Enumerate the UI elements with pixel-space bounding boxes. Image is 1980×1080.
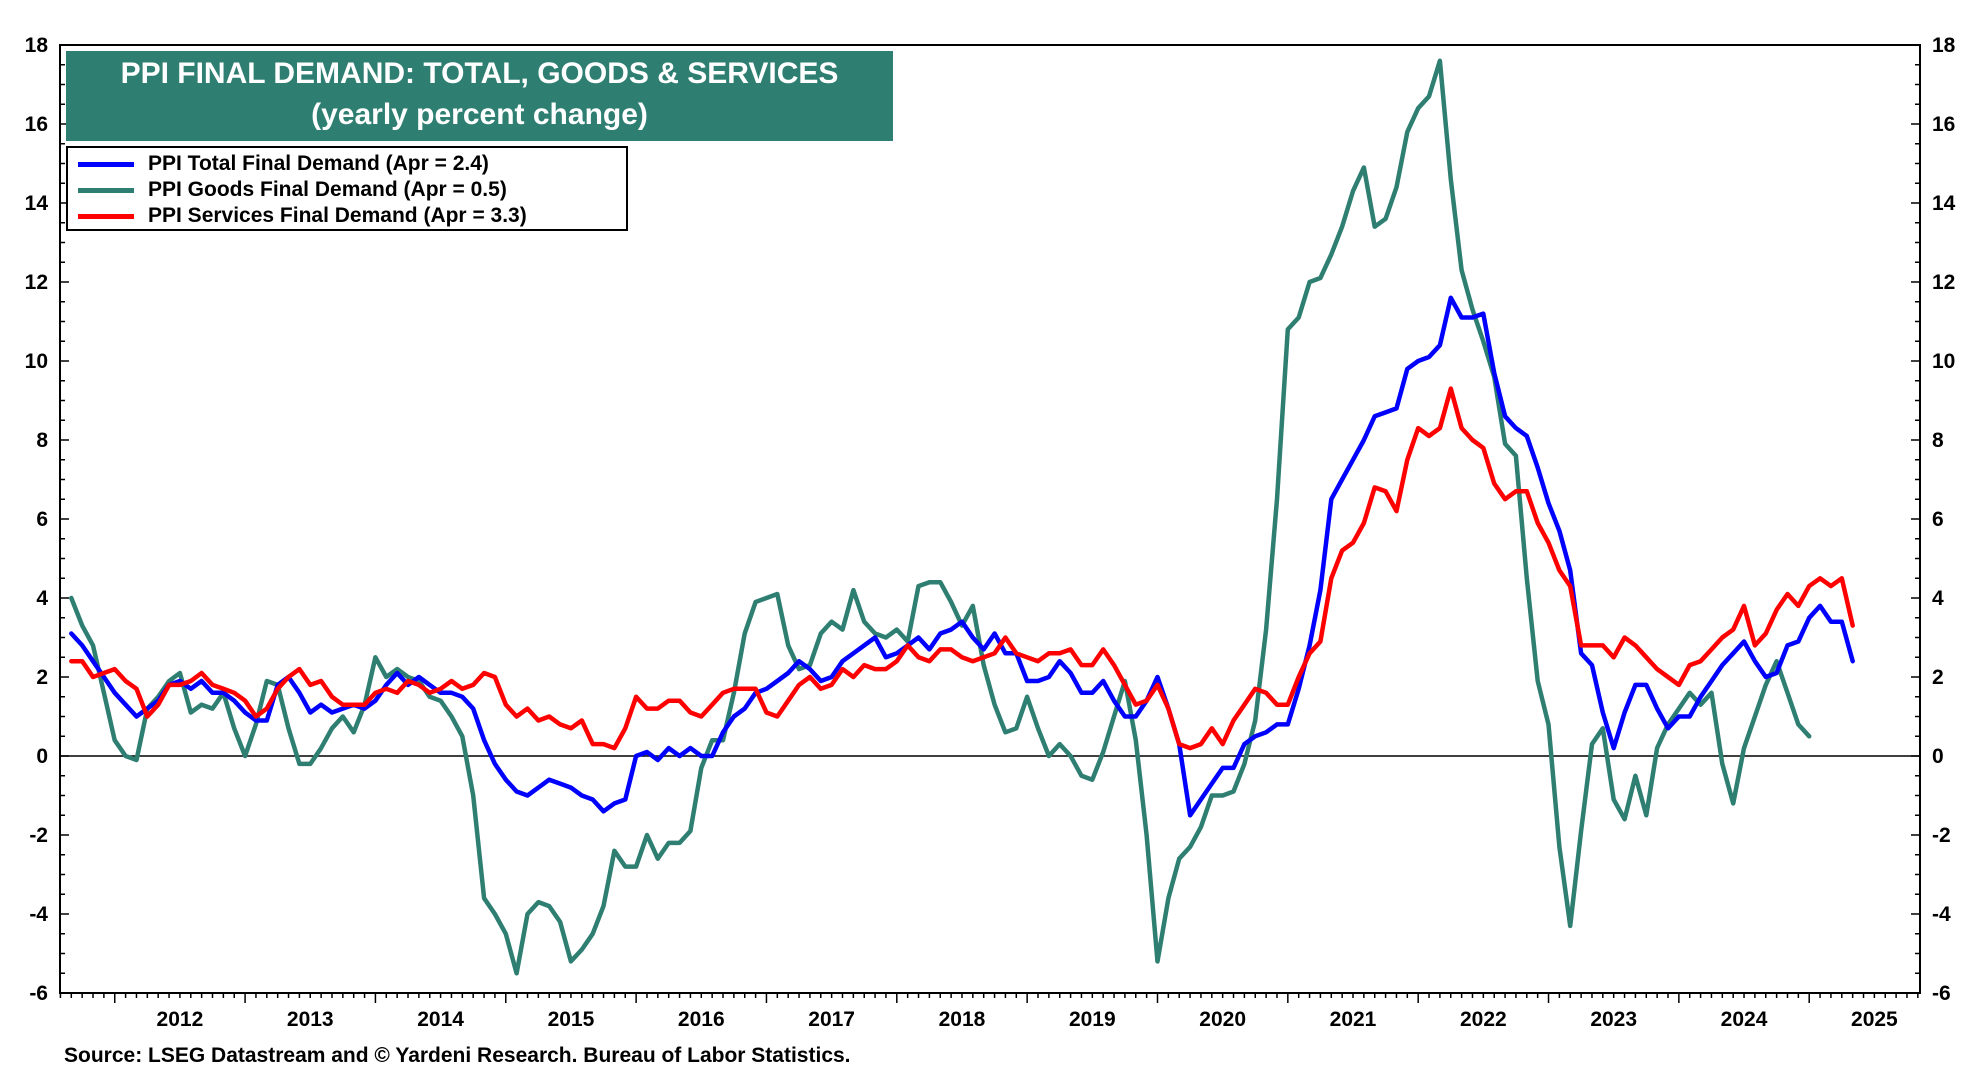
y-axis-right: -6 -4 -2 0 2 4 6 8 10 12 14 16 18	[1932, 34, 1956, 1005]
y-tick-label-left: 14	[25, 192, 49, 215]
y-tick-label-right: 14	[1932, 192, 1956, 215]
x-axis: 2012 2013 2014 2015 2016 2017 2018 2019 2020 2021…	[157, 1008, 1899, 1031]
legend-label-goods: PPI Goods Final Demand (Apr = 0.5)	[148, 178, 507, 201]
chart-subtitle: (yearly percent change)	[311, 98, 648, 131]
y-tick-label-left: 8	[36, 429, 48, 452]
legend-swatch-services	[78, 213, 134, 219]
chart-title-box: PPI FINAL DEMAND: TOTAL, GOODS & SERVICE…	[66, 51, 893, 141]
y-tick-label-left: 2	[36, 666, 48, 689]
y-tick-label-right: 2	[1932, 666, 1944, 689]
y-tick-label-right: 18	[1932, 34, 1956, 57]
x-tick-label: 2015	[548, 1008, 595, 1031]
legend-item-goods: PPI Goods Final Demand (Apr = 0.5)	[68, 177, 626, 203]
x-tick-label: 2016	[678, 1008, 725, 1031]
y-tick-label-right: 10	[1932, 350, 1955, 373]
x-tick-label: 2013	[287, 1008, 334, 1031]
x-tick-label: 2025	[1851, 1008, 1898, 1031]
legend-item-services: PPI Services Final Demand (Apr = 3.3)	[68, 203, 626, 229]
legend-swatch-goods	[78, 187, 134, 193]
y-tick-label-left: 4	[36, 587, 48, 610]
y-tick-label-right: -2	[1932, 824, 1951, 847]
y-tick-label-right: 16	[1932, 113, 1955, 136]
chart-title: PPI FINAL DEMAND: TOTAL, GOODS & SERVICE…	[120, 57, 839, 90]
series-line-total	[69, 295, 1855, 818]
y-tick-label-left: 12	[25, 271, 48, 294]
y-tick-label-left: 18	[25, 34, 49, 57]
x-tick-label: 2024	[1721, 1008, 1768, 1031]
x-tick-label: 2017	[808, 1008, 855, 1031]
y-tick-label-left: 16	[25, 113, 48, 136]
legend-label-services: PPI Services Final Demand (Apr = 3.3)	[148, 204, 527, 227]
x-tick-label: 2022	[1460, 1008, 1507, 1031]
y-tick-label-right: 8	[1932, 429, 1944, 452]
x-tick-label: 2012	[157, 1008, 204, 1031]
y-tick-label-left: 6	[36, 508, 48, 531]
y-tick-label-right: 12	[1932, 271, 1955, 294]
y-tick-label-right: 0	[1932, 745, 1944, 768]
legend-item-total: PPI Total Final Demand (Apr = 2.4)	[68, 151, 626, 177]
axis-ticks	[59, 44, 1920, 1003]
x-tick-label: 2014	[417, 1008, 464, 1031]
y-tick-label-right: -4	[1932, 903, 1951, 926]
series-line-goods	[69, 58, 1812, 976]
series-line-services	[69, 386, 1855, 751]
legend: PPI Total Final Demand (Apr = 2.4) PPI G…	[66, 146, 628, 231]
y-tick-label-left: -6	[29, 982, 48, 1005]
source-note: Source: LSEG Datastream and © Yardeni Re…	[64, 1044, 851, 1067]
series-lines	[69, 58, 1855, 976]
y-axis-left: -6 -4 -2 0 2 4 6 8 10 12 14 16 18	[25, 34, 49, 1005]
y-tick-label-right: 4	[1932, 587, 1944, 610]
legend-label-total: PPI Total Final Demand (Apr = 2.4)	[148, 152, 489, 175]
y-tick-label-right: -6	[1932, 982, 1951, 1005]
y-tick-label-right: 6	[1932, 508, 1944, 531]
legend-swatch-total	[78, 161, 134, 167]
y-tick-label-left: 0	[36, 745, 48, 768]
y-tick-label-left: 10	[25, 350, 48, 373]
x-tick-label: 2018	[939, 1008, 986, 1031]
y-tick-label-left: -2	[29, 824, 48, 847]
x-tick-label: 2021	[1330, 1008, 1377, 1031]
x-tick-label: 2020	[1199, 1008, 1246, 1031]
x-tick-label: 2023	[1590, 1008, 1637, 1031]
x-tick-label: 2019	[1069, 1008, 1116, 1031]
y-tick-label-left: -4	[29, 903, 48, 926]
